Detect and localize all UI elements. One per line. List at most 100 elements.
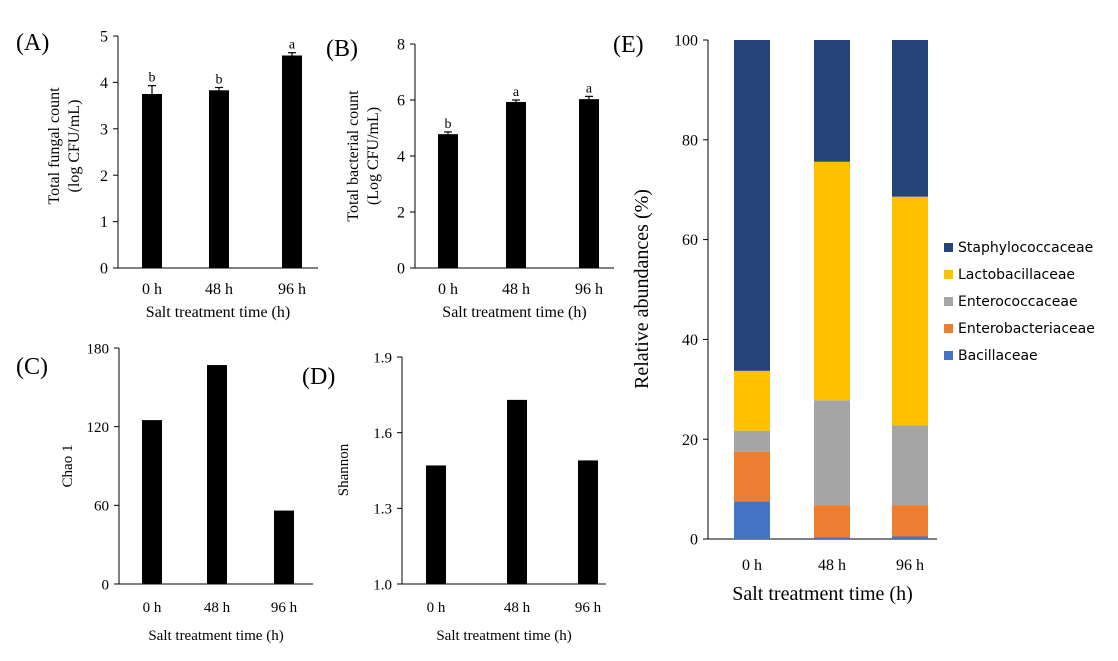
panel-label-b: (B) bbox=[326, 36, 358, 62]
x-tick-label: 0 h bbox=[143, 600, 162, 616]
y-axis-title-e: Relative abundances (%) bbox=[631, 189, 653, 389]
y-axis-title-b: Total bacterial count bbox=[345, 90, 362, 222]
y-tick-label: 1.3 bbox=[373, 502, 392, 518]
significance-letter: b bbox=[149, 71, 156, 86]
legend-entry: Bacillaceae bbox=[958, 348, 1038, 364]
bar-segment bbox=[814, 40, 850, 162]
x-axis-title-c: Salt treatment time (h) bbox=[148, 628, 283, 644]
bar bbox=[579, 99, 599, 268]
bar-segment bbox=[814, 537, 850, 539]
y-tick-label: 1.9 bbox=[373, 350, 392, 366]
significance-letter: b bbox=[445, 117, 452, 132]
bar bbox=[578, 460, 598, 584]
x-tick-label: 48 h bbox=[818, 557, 846, 574]
x-tick-label: 0 h bbox=[742, 557, 762, 574]
x-axis-title-a: Salt treatment time (h) bbox=[146, 304, 290, 321]
y-tick-label: 4 bbox=[100, 75, 108, 92]
bar-segment bbox=[814, 505, 850, 538]
bar bbox=[207, 365, 227, 584]
y-tick-label: 20 bbox=[682, 432, 698, 449]
x-tick-label: 96 h bbox=[278, 281, 306, 298]
x-axis-title-d: Salt treatment time (h) bbox=[436, 628, 571, 644]
x-tick-label: 48 h bbox=[504, 600, 531, 616]
bar bbox=[142, 420, 162, 584]
y-tick-label: 3 bbox=[100, 121, 108, 138]
bar bbox=[282, 55, 302, 268]
legend-swatch bbox=[944, 297, 953, 306]
bar bbox=[438, 134, 458, 268]
bar-segment bbox=[734, 501, 770, 539]
bar-segment bbox=[814, 400, 850, 506]
y-tick-label: 120 bbox=[87, 420, 110, 436]
x-tick-label: 96 h bbox=[575, 600, 602, 616]
bar-segment bbox=[734, 40, 770, 371]
y-axis-title-c: Chao 1 bbox=[60, 445, 76, 488]
y-axis-title-b: (Log CFU/mL) bbox=[365, 107, 382, 205]
y-tick-label: 2 bbox=[397, 205, 405, 222]
bar bbox=[426, 465, 446, 584]
y-tick-label: 8 bbox=[397, 37, 405, 54]
significance-letter: b bbox=[216, 73, 223, 88]
y-tick-label: 60 bbox=[94, 499, 109, 515]
bar-segment bbox=[892, 425, 928, 506]
x-tick-label: 48 h bbox=[502, 281, 530, 298]
bar-segment bbox=[892, 536, 928, 539]
significance-letter: a bbox=[586, 81, 593, 96]
bar bbox=[507, 399, 527, 584]
y-axis-title-a: (log CFU/mL) bbox=[66, 100, 83, 193]
x-tick-label: 0 h bbox=[427, 600, 446, 616]
significance-letter: a bbox=[513, 85, 520, 100]
y-axis-title-d: Shannon bbox=[336, 443, 352, 496]
y-tick-label: 5 bbox=[100, 29, 108, 46]
y-tick-label: 100 bbox=[674, 33, 698, 50]
bar-segment bbox=[892, 505, 928, 537]
y-tick-label: 60 bbox=[682, 232, 698, 249]
bar bbox=[209, 90, 229, 269]
legend-entry: Enterococcaceae bbox=[958, 294, 1078, 310]
x-axis-title-e: Salt treatment time (h) bbox=[732, 583, 913, 605]
bar bbox=[274, 510, 294, 584]
legend-entry: Lactobacillaceae bbox=[958, 267, 1075, 283]
legend-entry: Staphylococcaceae bbox=[958, 240, 1093, 256]
y-tick-label: 0 bbox=[397, 261, 405, 278]
x-tick-label: 96 h bbox=[896, 557, 924, 574]
bar-segment bbox=[734, 370, 770, 431]
x-tick-label: 0 h bbox=[142, 281, 162, 298]
bar-segment bbox=[892, 40, 928, 197]
panel-label-e: (E) bbox=[613, 32, 644, 58]
bar-segment bbox=[734, 430, 770, 452]
y-tick-label: 4 bbox=[397, 149, 405, 166]
x-tick-label: 48 h bbox=[205, 281, 233, 298]
legend-swatch bbox=[944, 243, 953, 252]
bar-segment bbox=[892, 196, 928, 426]
y-tick-label: 180 bbox=[87, 341, 110, 357]
legend-swatch bbox=[944, 351, 953, 360]
panel-label-d: (D) bbox=[302, 364, 335, 390]
y-tick-label: 6 bbox=[397, 93, 405, 110]
x-tick-label: 96 h bbox=[575, 281, 603, 298]
x-tick-label: 96 h bbox=[271, 600, 298, 616]
x-tick-label: 0 h bbox=[438, 281, 458, 298]
x-axis-title-b: Salt treatment time (h) bbox=[442, 304, 586, 321]
y-tick-label: 1 bbox=[100, 214, 108, 231]
panel-label-a: (A) bbox=[16, 30, 49, 56]
y-tick-label: 2 bbox=[100, 168, 108, 185]
y-axis-title-a: Total fungal count bbox=[46, 87, 63, 205]
legend-swatch bbox=[944, 324, 953, 333]
legend-entry: Enterobacteriaceae bbox=[958, 321, 1095, 337]
y-tick-label: 0 bbox=[690, 532, 698, 549]
y-tick-label: 1.6 bbox=[373, 426, 392, 442]
bar bbox=[506, 101, 526, 269]
significance-letter: a bbox=[289, 38, 296, 53]
y-tick-label: 80 bbox=[682, 132, 698, 149]
panel-label-c: (C) bbox=[16, 354, 48, 380]
y-tick-label: 1.0 bbox=[373, 577, 392, 593]
x-tick-label: 48 h bbox=[204, 600, 231, 616]
bar-segment bbox=[814, 161, 850, 401]
y-tick-label: 40 bbox=[682, 332, 698, 349]
bar-segment bbox=[734, 451, 770, 502]
y-tick-label: 0 bbox=[102, 577, 110, 593]
y-tick-label: 0 bbox=[100, 261, 108, 278]
